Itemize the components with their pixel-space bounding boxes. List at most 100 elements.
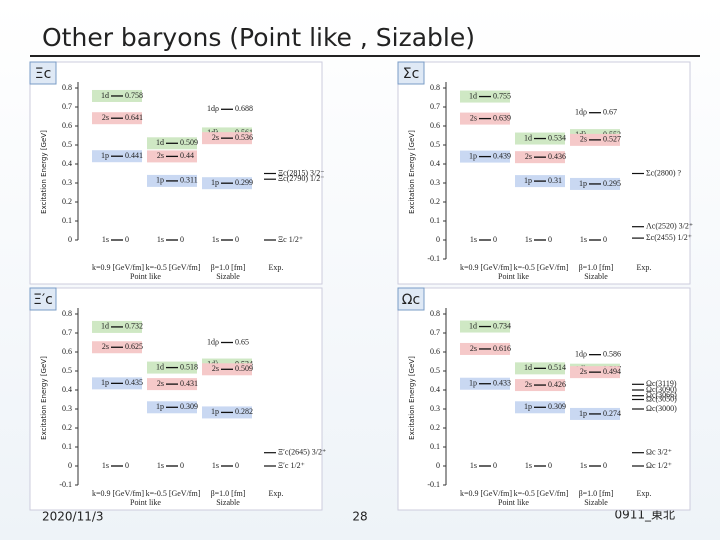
y-tick-label: 0.2 [62,423,72,432]
column-label: Exp. [637,489,652,498]
level-state: 1p [579,409,587,418]
group-label: Sizable [584,272,608,281]
level-value: 0.282 [235,407,253,416]
group-label: Point like [498,272,529,281]
column-label: k=-0.5 [GeV/fm] [514,263,569,272]
level-state: 1s [525,235,532,244]
panel-name: Ξc [35,66,52,82]
level-state: 1dρ [207,337,219,346]
level-value: 0.435 [125,378,143,387]
level-value: 0.309 [548,402,566,411]
y-tick-label: 0.6 [430,121,440,130]
exp-state: Ωc 1/2⁺ [646,461,672,470]
exp-state: Ωc(3050) [646,394,677,403]
slide-title: Other baryons (Point like , Sizable) [42,23,475,52]
level-value: 0.527 [603,135,621,144]
exp-state: Ξc(2815) 3/2⁻ [278,168,324,177]
level-state: 2s [157,379,164,388]
y-tick-label: 0.1 [62,442,72,451]
level-state: 1s [470,235,477,244]
level-value: 0.436 [548,152,566,161]
level-state: 1d [469,91,477,100]
y-tick-label: 0.2 [62,197,72,206]
level-state: 1s [102,235,109,244]
column-label: k=0.9 [GeV/fm] [92,489,144,498]
level-value: 0.439 [493,151,511,160]
level-state: 1p [469,379,477,388]
group-label: Sizable [216,272,240,281]
level-value: 0.758 [125,91,143,100]
level-value: 0.509 [235,364,253,373]
exp-state: Ξ′c(2645) 3/2⁺ [278,448,326,457]
level-value: 0 [548,235,552,244]
footer-date: 2020/11/3 [42,510,104,524]
level-value: 0 [548,461,552,470]
column-label: Exp. [269,263,284,272]
y-tick-label: 0.3 [430,178,440,187]
y-tick-label: 0.1 [62,216,72,225]
panel-badge [29,287,57,311]
level-value: 0.311 [180,176,198,185]
level-value: 0.65 [235,337,249,346]
level-value: 0.309 [180,402,198,411]
exp-state: Ωc(3000) [646,404,677,413]
y-tick-label: 0.6 [430,347,440,356]
y-tick-label: 0.2 [430,197,440,206]
column-label: β=1.0 [fm] [579,263,614,272]
level-value: 0.586 [603,349,621,358]
level-state: 2s [525,380,532,389]
level-state: 1dρ [207,104,219,113]
level-state: 1s [580,461,587,470]
panel-badge [29,61,57,85]
level-state: 1s [525,461,532,470]
exp-state: Ωc 3/2⁺ [646,448,672,457]
column-label: Exp. [637,263,652,272]
y-tick-label: 0 [436,235,440,244]
level-state: 1d [469,321,477,330]
y-tick-label: 0.3 [62,404,72,413]
level-value: 0 [125,235,129,244]
y-tick-label: 0.6 [62,121,72,130]
level-value: 0.274 [603,409,621,418]
y-tick-label: -0.1 [427,254,440,263]
y-tick-label: 0 [436,461,440,470]
level-value: 0.494 [603,367,621,376]
column-label: β=1.0 [fm] [579,489,614,498]
level-state: 1p [211,178,219,187]
y-tick-label: 0.6 [62,347,72,356]
level-state: 1s [212,235,219,244]
panel-badge [397,287,425,311]
y-tick-label: 0.8 [430,309,440,318]
panel-badge [397,61,425,85]
level-state: 2s [102,342,109,351]
column-label: k=0.9 [GeV/fm] [460,263,512,272]
y-axis-label: Excitation Energy [GeV] [40,130,48,214]
level-state: 1d [156,138,164,147]
level-state: 2s [580,135,587,144]
y-tick-label: -0.1 [59,480,72,489]
level-state: 1p [524,402,532,411]
exp-state: Ξc(2790) 1/2⁻ [278,174,324,183]
y-tick-label: 0.5 [62,366,72,375]
y-tick-label: 0 [68,461,72,470]
y-tick-label: 0.5 [430,366,440,375]
panel [29,287,323,511]
level-state: 1dρ [575,108,587,117]
level-value: 0.734 [493,321,511,330]
footer-page: 28 [352,510,367,524]
level-state: 1s [470,461,477,470]
y-tick-label: 0.3 [430,404,440,413]
level-state: 1p [101,378,109,387]
level-state: 2s [580,367,587,376]
level-state: 1s [157,235,164,244]
y-axis-label: Excitation Energy [GeV] [408,130,416,214]
y-tick-label: 0.2 [430,423,440,432]
column-label: β=1.0 [fm] [211,489,246,498]
level-value: 0 [180,235,184,244]
exp-state: Ξ′c 1/2⁺ [278,461,305,470]
level-value: 0.31 [548,176,562,185]
level-value: 0.641 [125,113,143,122]
level-state: 1p [579,179,587,188]
level-value: 0 [235,461,239,470]
y-tick-label: 0.3 [62,178,72,187]
